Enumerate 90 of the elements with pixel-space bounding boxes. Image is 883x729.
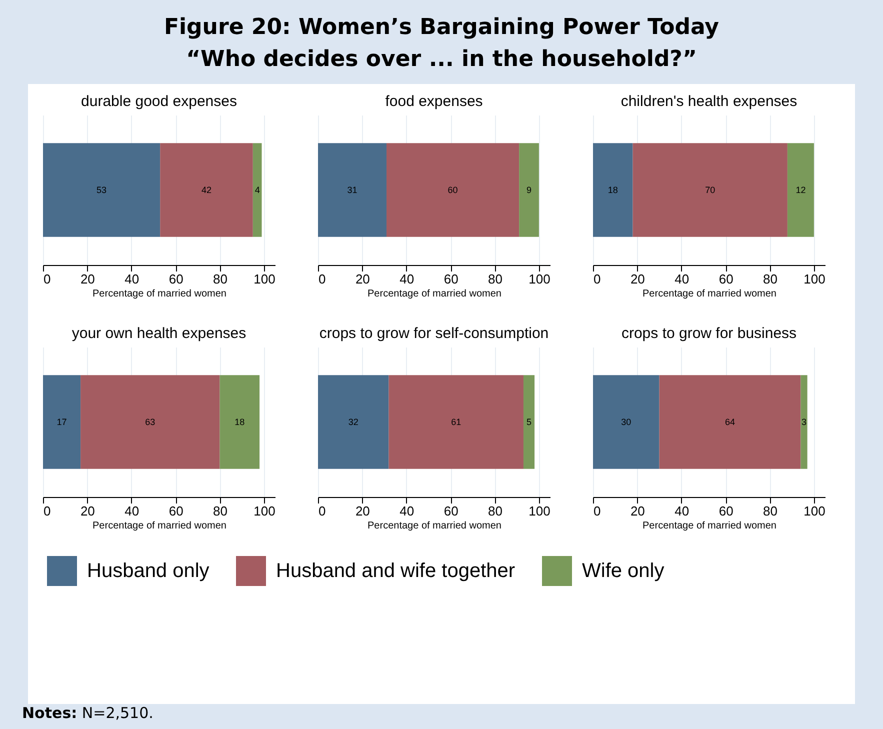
x-tick-label: 80 <box>763 504 778 518</box>
text: Notes: N=2,510. <box>22 704 154 722</box>
data-label: 4 <box>254 185 260 195</box>
x-tick-label: 0 <box>594 272 601 286</box>
data-label: 18 <box>608 185 618 195</box>
x-tick-label: 100 <box>528 504 550 518</box>
text: “Who decides over ... in the household?” <box>185 46 698 74</box>
bar <box>220 375 260 469</box>
data-label: 18 <box>234 417 245 427</box>
x-tick-label: 100 <box>528 272 550 286</box>
x-tick-label: 40 <box>124 272 140 286</box>
x-tick-label: 100 <box>254 272 276 286</box>
x-tick-label: 20 <box>630 272 645 286</box>
bar <box>80 375 220 469</box>
x-tick-label: 20 <box>630 504 645 518</box>
bar <box>43 375 81 469</box>
x-tick-label: 60 <box>718 504 734 518</box>
data-label: 42 <box>201 185 212 195</box>
x-tick-label: 60 <box>444 272 458 286</box>
x-axis-title: Percentage of married women <box>368 288 502 300</box>
bar <box>593 143 633 237</box>
data-label: 60 <box>448 185 458 195</box>
x-tick-label: 100 <box>804 272 826 286</box>
x-tick-label: 60 <box>444 504 458 518</box>
bar <box>252 143 262 237</box>
chart-title: children's health expenses <box>620 93 798 110</box>
data-label: 63 <box>145 417 156 427</box>
bar <box>160 143 253 237</box>
x-axis-title: Percentage of married women <box>642 520 776 532</box>
x-tick-label: 60 <box>718 272 734 286</box>
x-tick-label: 100 <box>254 504 276 518</box>
chart-title: your own health expenses <box>72 325 246 342</box>
data-label: 12 <box>796 185 806 195</box>
data-label: 64 <box>724 417 735 427</box>
legend-label: Wife only <box>582 560 664 582</box>
x-tick-label: 80 <box>488 272 502 286</box>
x-tick-label: 0 <box>318 272 326 286</box>
data-label: 53 <box>96 185 107 195</box>
chart-title: crops to grow for self-consumption <box>319 325 549 342</box>
x-tick-label: 80 <box>213 272 228 286</box>
legend-label: Husband and wife together <box>276 560 516 582</box>
x-tick-label: 80 <box>763 272 778 286</box>
data-label: 30 <box>621 417 632 427</box>
bar <box>632 143 788 237</box>
bar <box>43 143 160 237</box>
x-tick-label: 80 <box>488 504 502 518</box>
x-tick-label: 100 <box>804 504 826 518</box>
x-tick-label: 0 <box>44 504 51 518</box>
x-tick-label: 20 <box>355 272 370 286</box>
data-label: 31 <box>347 185 358 195</box>
data-label: 9 <box>526 185 532 195</box>
x-axis-title: Percentage of married women <box>368 520 502 532</box>
x-tick-label: 60 <box>168 272 184 286</box>
data-label: 3 <box>802 417 807 427</box>
x-tick-label: 0 <box>594 504 601 518</box>
chart-title: durable good expenses <box>81 93 237 110</box>
legend-label: Husband only <box>87 560 210 582</box>
x-tick-label: 40 <box>674 272 690 286</box>
data-label: 32 <box>348 417 358 427</box>
bar <box>388 375 524 469</box>
bar <box>519 143 539 237</box>
x-tick-label: 20 <box>80 504 95 518</box>
x-tick-label: 40 <box>400 272 414 286</box>
bar <box>318 143 386 237</box>
bar <box>386 143 520 237</box>
x-axis-title: Percentage of married women <box>642 288 776 300</box>
bar <box>523 375 535 469</box>
caption: Figure 20: Women’s Bargaining Power Today <box>162 14 720 42</box>
x-tick-label: 20 <box>355 504 370 518</box>
data-label: 70 <box>705 185 716 195</box>
x-tick-label: 20 <box>80 272 95 286</box>
x-axis-title: Percentage of married women <box>92 520 226 532</box>
x-tick-label: 0 <box>44 272 51 286</box>
bar <box>593 375 660 469</box>
chart-title: crops to grow for business <box>621 325 797 342</box>
x-tick-label: 80 <box>213 504 228 518</box>
chart-title: food expenses <box>385 93 483 110</box>
data-label: 17 <box>56 417 67 427</box>
bar <box>318 375 389 469</box>
x-tick-label: 40 <box>674 504 690 518</box>
data-label: 61 <box>451 417 462 427</box>
x-tick-label: 0 <box>318 504 326 518</box>
data-label: 5 <box>526 417 532 427</box>
bar <box>659 375 801 469</box>
x-tick-label: 40 <box>400 504 414 518</box>
x-tick-label: 40 <box>124 504 140 518</box>
x-axis-title: Percentage of married women <box>92 288 226 300</box>
x-tick-label: 60 <box>168 504 184 518</box>
bar <box>787 143 814 237</box>
bar <box>800 375 808 469</box>
